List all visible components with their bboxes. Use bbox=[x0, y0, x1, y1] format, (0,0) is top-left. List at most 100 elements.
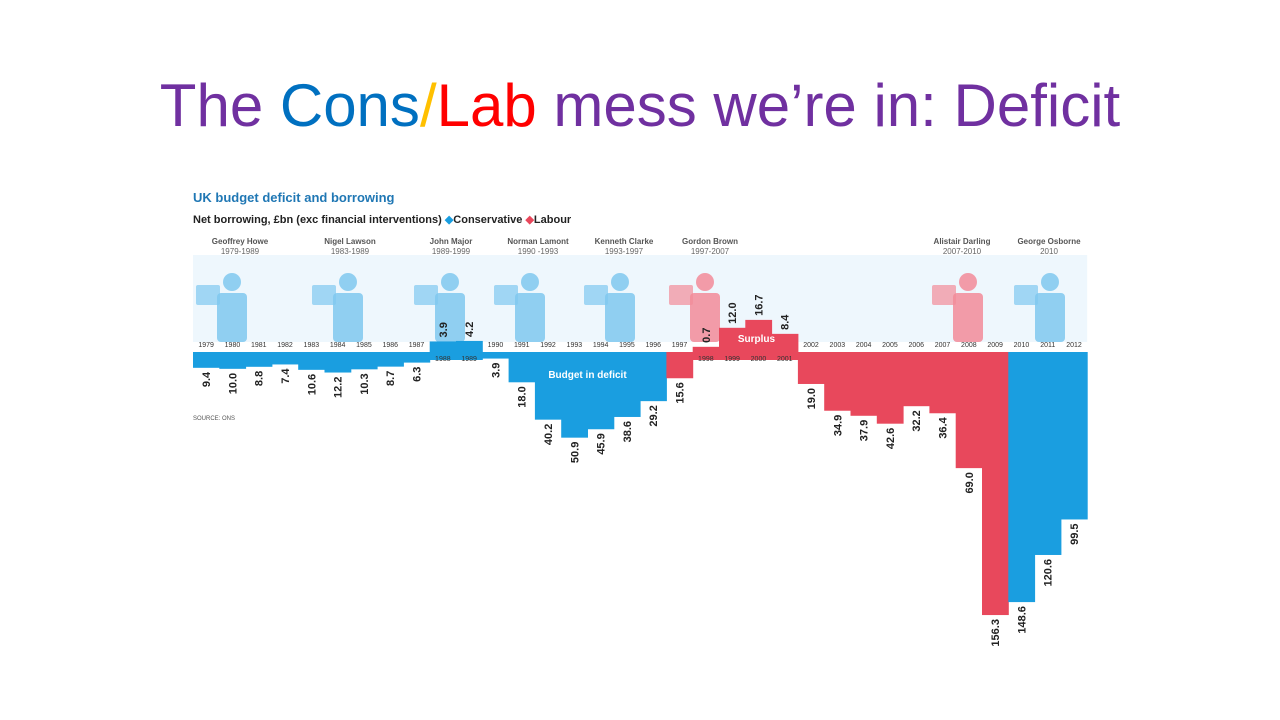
bar-1987 bbox=[403, 352, 431, 363]
year-label: 2006 bbox=[908, 342, 924, 349]
bar-2002 bbox=[797, 352, 825, 384]
bar-1993 bbox=[561, 352, 588, 438]
budget-box-icon bbox=[196, 285, 220, 305]
chancellor-photo-head bbox=[959, 273, 977, 291]
chancellor-photo-body bbox=[953, 293, 983, 342]
value-label: 38.6 bbox=[622, 421, 634, 442]
bar-1983 bbox=[298, 352, 325, 370]
chancellor-name: Gordon Brown bbox=[682, 237, 738, 246]
value-label: 37.9 bbox=[859, 420, 871, 441]
title-part-the: The bbox=[159, 72, 280, 139]
budget-box-icon bbox=[312, 285, 336, 305]
chancellor-name: Geoffrey Howe bbox=[212, 237, 269, 246]
year-label: 2011 bbox=[1040, 342, 1055, 349]
year-label: 1991 bbox=[514, 342, 530, 349]
bar-1989 bbox=[456, 340, 483, 360]
year-label: 1979 bbox=[198, 342, 214, 349]
year-label: 2009 bbox=[987, 342, 1003, 349]
year-label: 1987 bbox=[409, 342, 425, 349]
year-label: 1995 bbox=[619, 342, 635, 349]
year-label: 1982 bbox=[277, 342, 293, 349]
year-label: 2012 bbox=[1066, 342, 1082, 349]
title-part-slash: / bbox=[419, 72, 437, 139]
value-label: 69.0 bbox=[964, 472, 976, 493]
value-label: 10.3 bbox=[359, 373, 371, 394]
chart-title: UK budget deficit and borrowing bbox=[193, 190, 395, 205]
value-label: 42.6 bbox=[885, 428, 897, 449]
value-label: 120.6 bbox=[1043, 559, 1055, 587]
bar-2003 bbox=[824, 352, 851, 411]
value-label: 0.7 bbox=[701, 328, 713, 343]
year-label: 1999 bbox=[724, 356, 740, 363]
value-label: 50.9 bbox=[569, 442, 581, 463]
value-label: 148.6 bbox=[1016, 606, 1028, 634]
chart-subtitle-text: Net borrowing, £bn (exc financial interv… bbox=[193, 214, 442, 226]
bar-1994 bbox=[587, 352, 615, 430]
value-label: 12.2 bbox=[333, 377, 345, 398]
value-label: 34.9 bbox=[832, 415, 844, 436]
bar-1995 bbox=[613, 352, 641, 417]
chancellor-photo-head bbox=[339, 273, 357, 291]
bar-1980 bbox=[219, 352, 247, 369]
year-label: 1983 bbox=[304, 342, 320, 349]
value-label: 10.0 bbox=[227, 373, 239, 394]
bar-1988 bbox=[429, 341, 457, 360]
year-label: 1993 bbox=[567, 342, 583, 349]
chancellor-photo-head bbox=[521, 273, 539, 291]
value-label: 36.4 bbox=[938, 416, 950, 438]
bar-2004 bbox=[850, 352, 878, 416]
title-part-cons: Cons bbox=[279, 72, 420, 139]
bar-2011 bbox=[1034, 352, 1062, 555]
value-label: 3.9 bbox=[438, 322, 450, 337]
chart-subtitle: Net borrowing, £bn (exc financial interv… bbox=[193, 213, 571, 226]
bar-2006 bbox=[903, 352, 930, 407]
chancellor-years: 1989-1999 bbox=[432, 247, 471, 256]
budget-box-icon bbox=[932, 285, 956, 305]
chancellor-years: 2010 bbox=[1040, 247, 1058, 256]
chancellor-photo-body bbox=[1035, 293, 1065, 342]
bar-2005 bbox=[876, 352, 904, 424]
source-note: SOURCE: ONS bbox=[193, 416, 235, 422]
chancellor-name: Alistair Darling bbox=[934, 237, 991, 246]
legend-label-conservative: Conservative bbox=[453, 214, 523, 226]
chancellor-photo-head bbox=[1041, 273, 1059, 291]
value-label: 9.4 bbox=[201, 371, 213, 387]
year-label: 2004 bbox=[856, 342, 872, 349]
bar-1998 bbox=[692, 346, 720, 360]
bar-1991 bbox=[508, 352, 536, 383]
year-label: 1992 bbox=[540, 342, 556, 349]
year-label: 1989 bbox=[461, 356, 477, 363]
year-label: 1986 bbox=[382, 342, 398, 349]
chancellor-photo-body bbox=[515, 293, 545, 342]
chancellor-years: 1997-2007 bbox=[691, 247, 730, 256]
legend-marker-conservative: ◆ bbox=[444, 214, 454, 226]
value-label: 16.7 bbox=[753, 294, 765, 315]
chancellor-photo-body bbox=[217, 293, 247, 342]
chancellor-name: George Osborne bbox=[1017, 237, 1081, 246]
chancellor-name: Kenneth Clarke bbox=[595, 237, 654, 246]
value-label: 10.6 bbox=[306, 374, 318, 395]
bar-1999 bbox=[719, 327, 746, 360]
year-label: 2005 bbox=[882, 342, 898, 349]
bar-2009 bbox=[982, 352, 1009, 616]
chancellor-photo-head bbox=[611, 273, 629, 291]
year-label: 1988 bbox=[435, 356, 451, 363]
bar-1992 bbox=[534, 352, 562, 420]
legend-label-labour: Labour bbox=[533, 214, 572, 226]
value-label: 4.2 bbox=[464, 322, 476, 337]
year-label: 1981 bbox=[251, 342, 267, 349]
year-label: 2007 bbox=[935, 342, 951, 349]
year-label: 1990 bbox=[488, 342, 504, 349]
chancellor-photo-body bbox=[435, 293, 465, 342]
year-label: 1985 bbox=[356, 342, 372, 349]
year-label: 1997 bbox=[672, 342, 688, 349]
value-label: 19.0 bbox=[806, 388, 818, 409]
year-label: 1980 bbox=[225, 342, 241, 349]
value-label: 29.2 bbox=[648, 405, 660, 426]
value-label: 8.4 bbox=[780, 314, 792, 330]
budget-box-icon bbox=[494, 285, 518, 305]
value-label: 32.2 bbox=[911, 410, 923, 431]
value-label: 18.0 bbox=[517, 386, 529, 407]
legend-marker-labour: ◆ bbox=[525, 214, 534, 226]
